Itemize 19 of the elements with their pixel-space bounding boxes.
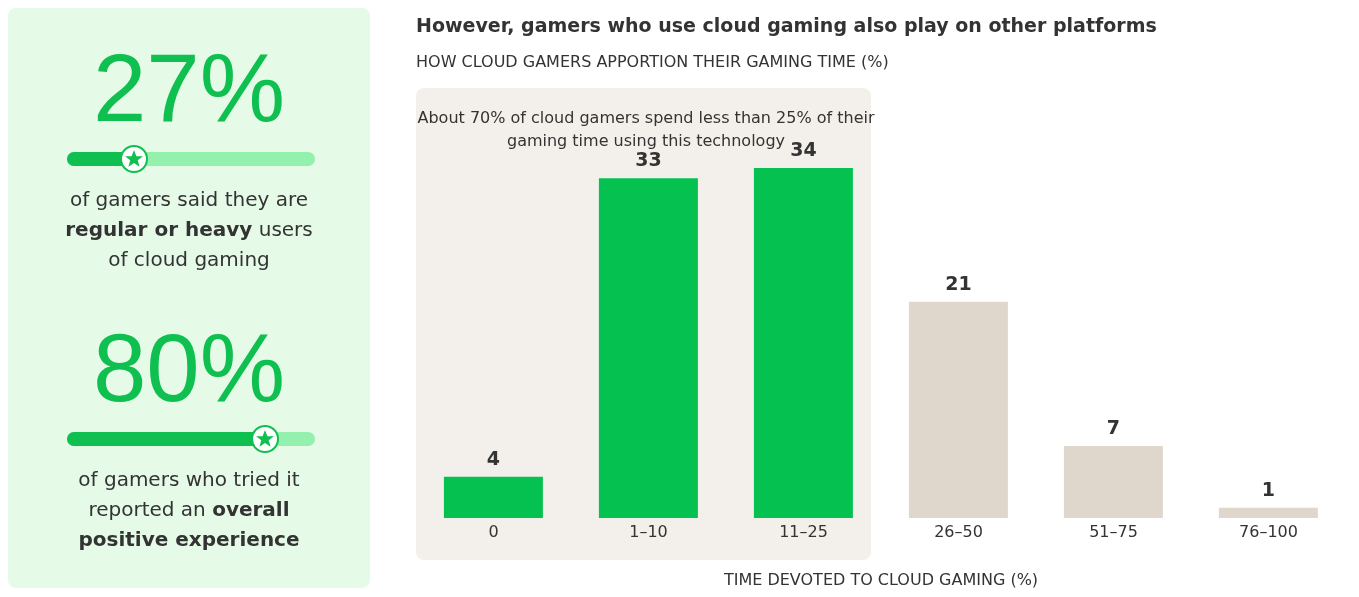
x-tick-label: 51–75 xyxy=(1089,522,1138,542)
data-label: 34 xyxy=(790,138,817,160)
x-tick-label: 26–50 xyxy=(934,522,983,542)
chart-title: However, gamers who use cloud gaming also play on other platforms xyxy=(416,14,1157,36)
x-tick-label: 0 xyxy=(488,522,499,542)
data-label: 21 xyxy=(945,271,972,294)
chart-subtitle: HOW CLOUD GAMERS APPORTION THEIR GAMING TIME (%) xyxy=(416,52,889,71)
category-label: of gamers who tried it reported an overall positive experience xyxy=(78,467,300,551)
data-label: 80% xyxy=(91,314,287,421)
x-axis-title: TIME DEVOTED TO CLOUD GAMING (%) xyxy=(722,570,1040,589)
x-tick-label: 76–100 xyxy=(1239,522,1298,542)
x-tick-label: 1–10 xyxy=(629,522,668,542)
category-label: of gamers said they are regular or heavy users of cloud gaming xyxy=(65,187,313,271)
data-label: 33 xyxy=(635,148,662,171)
data-label: 4 xyxy=(486,446,501,469)
x-tick-label: 11–25 xyxy=(779,522,828,542)
data-label: 7 xyxy=(1106,415,1121,438)
data-label: 27% xyxy=(91,34,287,141)
data-label: 1 xyxy=(1261,477,1276,500)
